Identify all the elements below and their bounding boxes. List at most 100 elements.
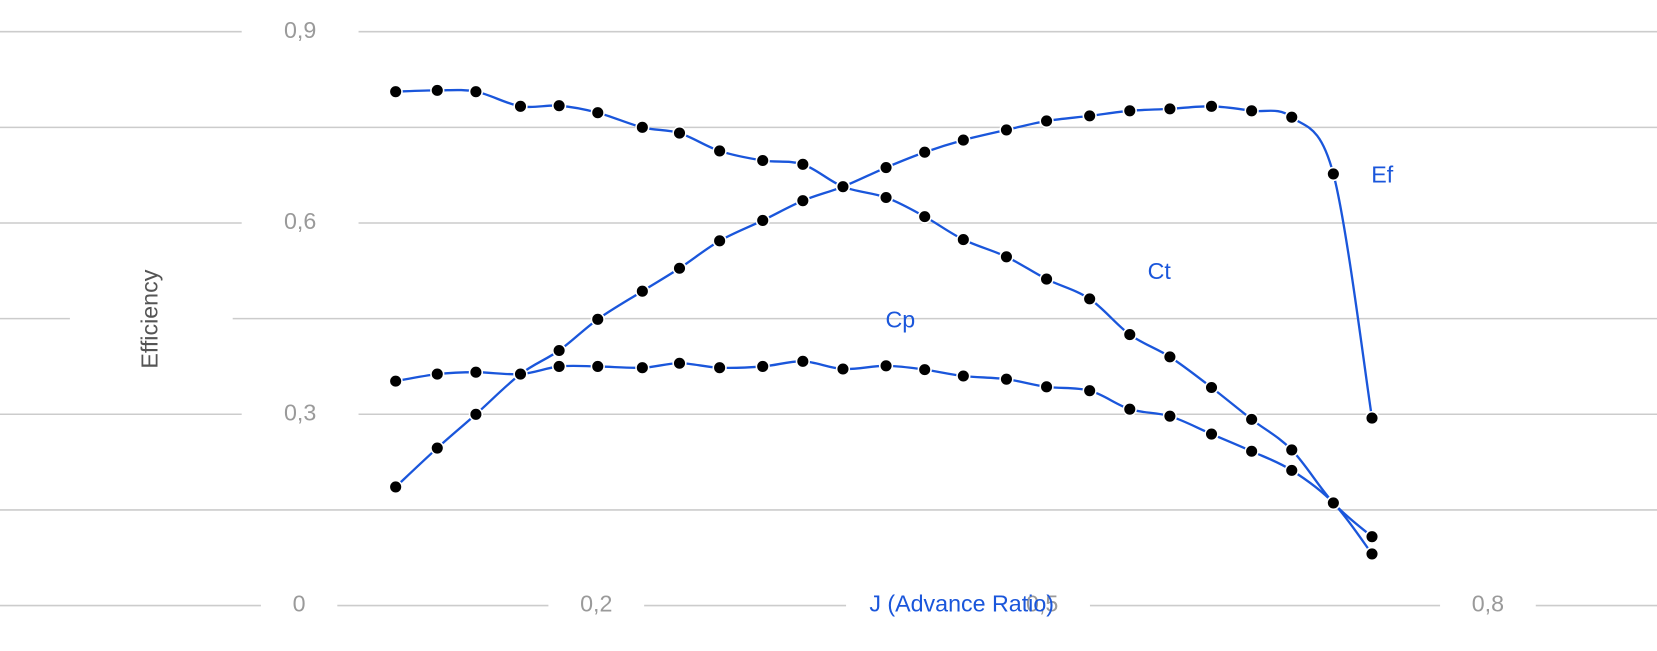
data-point <box>835 179 851 194</box>
data-point <box>1364 410 1380 426</box>
data-point <box>551 98 567 113</box>
data-point <box>712 143 727 159</box>
data-point <box>795 354 810 369</box>
label-background <box>260 588 338 619</box>
markers <box>388 83 1380 562</box>
data-point <box>551 343 567 358</box>
y-tick-label: 0,6 <box>284 208 316 234</box>
data-point <box>672 356 687 371</box>
data-point <box>672 125 687 141</box>
data-point <box>712 360 727 375</box>
label-background <box>1440 588 1536 619</box>
data-point <box>1244 412 1259 427</box>
data-point <box>388 479 403 495</box>
data-point <box>1244 444 1259 459</box>
data-point <box>878 358 894 373</box>
data-point <box>1122 103 1137 118</box>
data-point <box>1204 426 1219 442</box>
label-backgrounds <box>69 14 1536 619</box>
data-point <box>1204 380 1219 395</box>
data-point <box>635 120 650 135</box>
grid <box>0 30 1657 607</box>
data-point <box>999 122 1014 138</box>
labels: 0,3 0,6 0,9 0 0,2 0,5 0,8 J (Advance Ratio) Effi… <box>136 17 1504 617</box>
data-point <box>590 312 605 327</box>
data-point <box>1082 291 1097 306</box>
data-point <box>878 160 894 175</box>
data-point <box>590 105 605 120</box>
data-point <box>956 368 971 384</box>
data-point <box>999 249 1014 264</box>
data-point <box>1326 166 1341 182</box>
data-point <box>388 373 403 389</box>
data-point <box>1364 546 1380 562</box>
data-point <box>1162 349 1178 365</box>
data-point <box>1204 99 1219 114</box>
label-background <box>241 397 359 428</box>
data-point <box>430 83 445 98</box>
data-point <box>917 145 932 160</box>
label-background <box>241 14 359 45</box>
data-point <box>1284 463 1299 478</box>
data-point <box>388 84 403 99</box>
series-lines <box>394 88 1374 555</box>
label-background <box>69 302 233 333</box>
data-point <box>672 261 687 276</box>
data-point <box>1082 108 1097 124</box>
x-tick-label: 0,8 <box>1472 591 1504 617</box>
data-point <box>917 362 932 377</box>
label-background <box>241 206 359 237</box>
x-tick-label: 0,2 <box>580 591 612 617</box>
data-point <box>590 359 605 374</box>
data-point <box>1039 379 1054 394</box>
data-point <box>1082 383 1097 398</box>
data-point <box>795 193 810 208</box>
x-axis-title: J (Advance Ratio) <box>869 591 1054 617</box>
data-point <box>1162 409 1178 424</box>
data-point <box>755 359 770 374</box>
data-point <box>917 209 932 224</box>
data-point <box>795 157 810 172</box>
data-point <box>468 365 484 380</box>
x-tick-label: 0,5 <box>1026 591 1058 617</box>
data-point <box>1326 495 1341 511</box>
data-point <box>755 153 770 168</box>
data-point <box>1284 442 1299 458</box>
data-point <box>712 233 727 248</box>
data-point <box>1039 271 1054 287</box>
y-tick-label: 0,3 <box>284 399 316 425</box>
series-line <box>395 88 1373 538</box>
data-point <box>1162 101 1178 117</box>
data-point <box>513 99 528 114</box>
data-point <box>430 440 445 456</box>
label-background <box>846 588 1078 619</box>
data-point <box>1039 113 1054 129</box>
series-label: Cp <box>886 306 916 332</box>
data-point <box>1364 529 1380 544</box>
series-label: Ct <box>1148 258 1172 284</box>
data-point <box>468 84 484 99</box>
data-point <box>551 359 567 374</box>
x-tick-label: 0 <box>293 591 306 617</box>
data-point <box>1244 103 1259 118</box>
y-tick-label: 0,9 <box>284 17 316 43</box>
y-axis-title: Efficiency <box>136 269 162 368</box>
data-point <box>999 372 1014 387</box>
data-point <box>635 360 650 375</box>
series-line <box>395 360 1373 555</box>
data-point <box>755 213 770 228</box>
data-point <box>468 407 484 422</box>
data-point <box>956 132 971 148</box>
data-point <box>513 366 528 382</box>
data-point <box>430 366 445 382</box>
data-point <box>835 361 851 377</box>
data-point <box>1122 327 1137 342</box>
data-point <box>878 190 894 205</box>
series-label: Ef <box>1371 162 1393 188</box>
data-point <box>1284 110 1299 125</box>
data-point <box>635 284 650 299</box>
data-point <box>1122 402 1137 417</box>
data-point <box>956 232 971 247</box>
